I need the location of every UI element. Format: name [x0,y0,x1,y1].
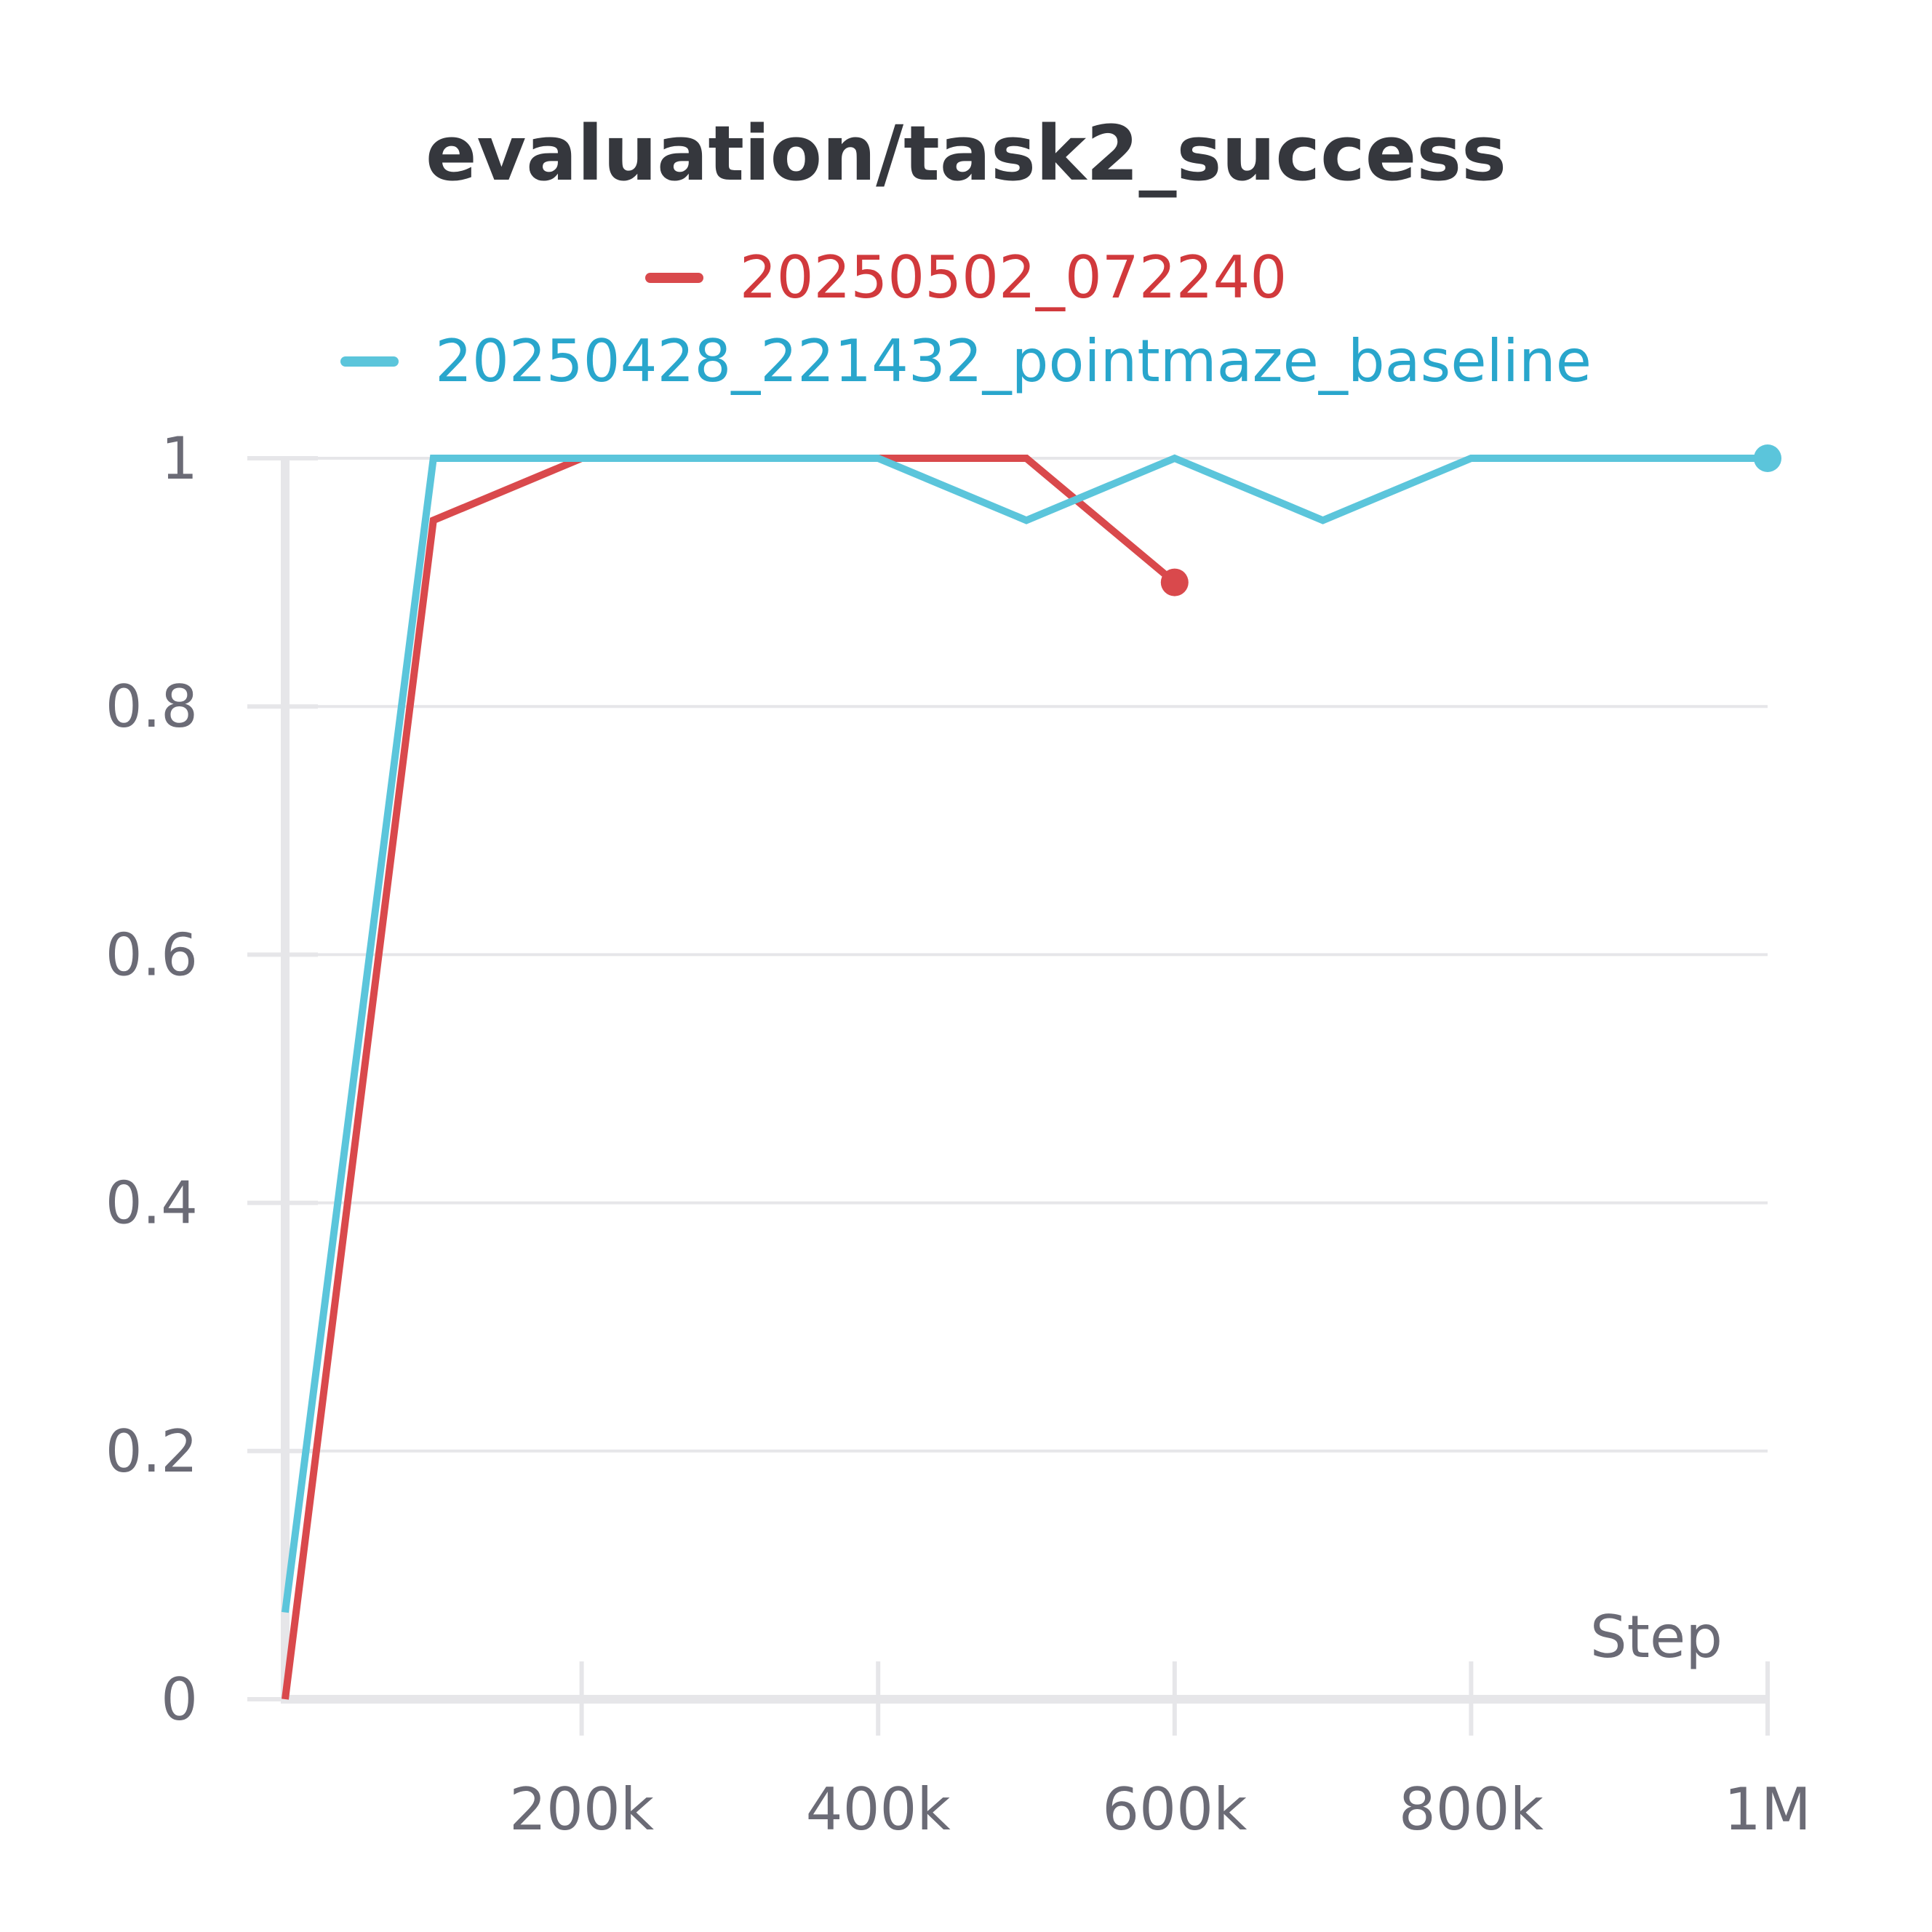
legend-label-series-0: 20250502_072240 [739,244,1288,311]
x-tick-label-0: 200k [509,1776,655,1843]
legend-item-series-0[interactable]: 20250502_072240 [0,244,1932,311]
series-line-1 [282,454,1768,1613]
series-end-marker-1 [1754,444,1781,472]
axes [247,456,1770,1736]
y-tick-label-2: 0.4 [105,1170,198,1237]
y-tick-label-1: 0.2 [105,1418,198,1485]
y-tick-label-3: 0.6 [105,921,198,989]
legend-label-series-1: 20250428_221432_pointmaze_baseline [435,327,1592,395]
grid-lines [285,457,1768,1453]
x-tick-label-3: 800k [1399,1776,1544,1843]
series-lines [282,444,1781,1700]
y-tick-label-4: 0.8 [105,673,198,741]
y-tick-label-0: 0 [161,1666,198,1733]
x-tick-label-4: 1M [1724,1776,1811,1843]
legend-item-series-1[interactable]: 20250428_221432_pointmaze_baseline [0,327,1932,395]
x-axis-title: Step [1590,1603,1723,1671]
tick-labels: 0 0.2 0.4 0.6 0.8 1 200k 400k 600k 800k 1M Step [105,425,1811,1843]
legend-swatch-series-1 [340,356,399,367]
x-tick-label-1: 400k [806,1776,951,1843]
y-tick-label-5: 1 [161,425,198,492]
series-line-0 [282,455,1178,1700]
chart-title: evaluation/task2_success [425,109,1507,198]
x-tick-label-2: 600k [1102,1776,1248,1843]
legend-swatch-series-0 [644,272,703,283]
series-end-marker-0 [1160,568,1189,596]
